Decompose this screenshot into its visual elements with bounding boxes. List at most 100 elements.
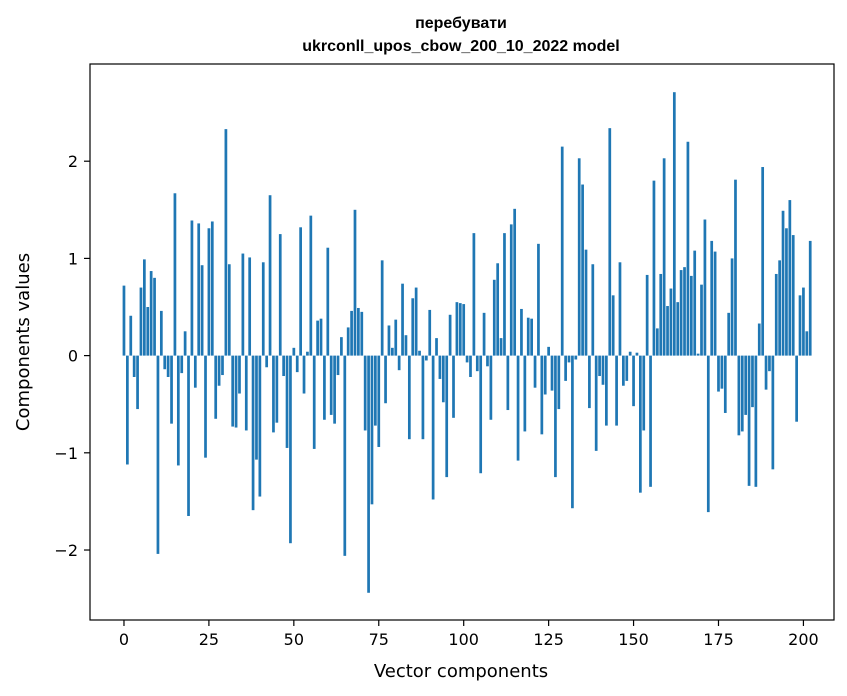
bar-159: [662, 158, 666, 356]
x-tick-label: 50: [284, 630, 304, 649]
bar-69: [357, 307, 360, 356]
bar-39: [255, 355, 258, 460]
bar-88: [421, 355, 425, 440]
bar-182: [740, 355, 744, 432]
bar-192: [774, 273, 778, 356]
bar-150: [632, 355, 635, 407]
plot-frame: [89, 63, 835, 621]
bar-92: [435, 338, 438, 356]
bar-171: [703, 219, 707, 356]
bar-4: [136, 355, 139, 410]
bar-87: [418, 350, 421, 356]
bar-158: [659, 273, 663, 356]
bar-176: [720, 355, 724, 389]
x-tick-label: 0: [119, 630, 129, 649]
bar-179: [730, 258, 734, 356]
bar-164: [679, 270, 683, 356]
bar-175: [717, 355, 720, 392]
x-tick-label: 150: [618, 630, 649, 649]
bar-156: [652, 180, 656, 356]
bar-161: [669, 288, 673, 356]
bar-86: [414, 287, 418, 356]
x-tick-label: 200: [788, 630, 819, 649]
bar-114: [509, 224, 513, 356]
bar-162: [672, 92, 676, 356]
bar-8: [149, 271, 153, 356]
bar-110: [496, 263, 500, 356]
bar-51: [295, 355, 299, 373]
bar-198: [795, 355, 798, 422]
bar-173: [710, 240, 714, 356]
bar-48: [285, 355, 289, 448]
bar-177: [723, 355, 727, 413]
bar-131: [567, 355, 571, 363]
bar-107: [486, 355, 489, 367]
bar-195: [785, 228, 788, 356]
bar-18: [183, 331, 187, 356]
bar-25: [207, 228, 211, 356]
bar-155: [649, 355, 652, 487]
bar-136: [584, 249, 588, 356]
bar-138: [591, 264, 595, 356]
bar-133: [574, 355, 578, 360]
bar-68: [353, 209, 357, 356]
bar-190: [768, 355, 771, 372]
bar-82: [401, 283, 404, 356]
bar-13: [166, 355, 170, 377]
bar-89: [424, 355, 428, 361]
bar-201: [805, 331, 809, 356]
bar-104: [475, 355, 479, 372]
bar-56: [312, 355, 316, 449]
bar-154: [645, 274, 649, 356]
bar-157: [655, 328, 659, 356]
bar-0: [122, 285, 126, 356]
bar-141: [601, 355, 605, 385]
bar-3: [132, 355, 136, 377]
bar-57: [316, 320, 319, 356]
bar-24: [204, 355, 207, 458]
bar-144: [611, 295, 615, 356]
bar-12: [163, 355, 167, 370]
bar-183: [744, 355, 748, 415]
bar-16: [176, 355, 180, 466]
bar-1: [126, 355, 129, 465]
bar-5: [139, 287, 143, 356]
bar-186: [754, 355, 758, 487]
bar-79: [391, 347, 394, 356]
bar-75: [377, 355, 381, 447]
bar-60: [326, 247, 330, 356]
bar-83: [404, 335, 408, 356]
bar-180: [734, 179, 737, 356]
bar-67: [350, 310, 353, 356]
bar-125: [547, 346, 550, 356]
bar-93: [438, 355, 442, 379]
bar-96: [448, 314, 452, 356]
bar-64: [340, 337, 343, 356]
bar-145: [615, 355, 618, 426]
bar-167: [689, 275, 693, 356]
bar-100: [462, 304, 466, 356]
bar-146: [618, 262, 622, 356]
bar-109: [492, 279, 496, 356]
bar-169: [696, 353, 700, 356]
bar-70: [360, 311, 364, 356]
bar-76: [380, 260, 384, 356]
bar-178: [727, 312, 731, 356]
bar-166: [686, 141, 690, 356]
bar-185: [751, 355, 754, 408]
bar-105: [479, 355, 483, 474]
bar-99: [458, 303, 462, 356]
bar-151: [635, 352, 639, 356]
bar-140: [598, 355, 601, 377]
bar-30: [224, 129, 228, 356]
bar-168: [693, 250, 697, 356]
bar-17: [180, 355, 184, 374]
bar-45: [275, 355, 279, 423]
bar-147: [622, 355, 625, 386]
bar-72: [367, 355, 370, 593]
bar-200: [802, 287, 805, 356]
y-tick-label: 0: [68, 347, 78, 366]
bar-52: [299, 227, 302, 356]
bar-46: [278, 234, 282, 356]
